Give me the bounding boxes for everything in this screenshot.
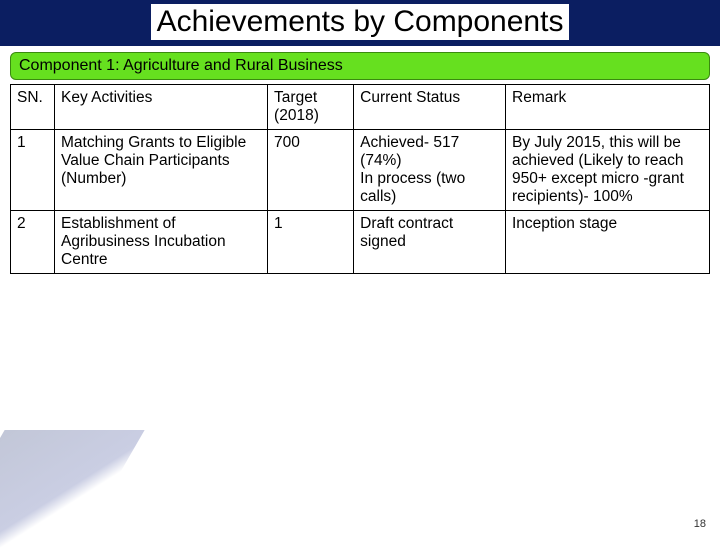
- table-row: 1 Matching Grants to Eligible Value Chai…: [11, 130, 710, 211]
- cell-target: 1: [268, 211, 354, 274]
- header-target: Target (2018): [268, 85, 354, 130]
- header-remark: Remark: [506, 85, 710, 130]
- header-status: Current Status: [354, 85, 506, 130]
- header-key: Key Activities: [55, 85, 268, 130]
- component-banner: Component 1: Agriculture and Rural Busin…: [10, 52, 710, 80]
- cell-sn: 1: [11, 130, 55, 211]
- table-header-row: SN. Key Activities Target (2018) Current…: [11, 85, 710, 130]
- cell-status: Draft contract signed: [354, 211, 506, 274]
- cell-sn: 2: [11, 211, 55, 274]
- title-bar: Achievements by Components: [0, 0, 720, 46]
- cell-target: 700: [268, 130, 354, 211]
- cell-key: Establishment of Agribusiness Incubation…: [55, 211, 268, 274]
- achievements-table: SN. Key Activities Target (2018) Current…: [10, 84, 710, 274]
- decorative-wedge: [0, 430, 145, 550]
- table-row: 2 Establishment of Agribusiness Incubati…: [11, 211, 710, 274]
- cell-status: Achieved- 517 (74%)In process (two calls…: [354, 130, 506, 211]
- header-sn: SN.: [11, 85, 55, 130]
- cell-key: Matching Grants to Eligible Value Chain …: [55, 130, 268, 211]
- cell-remark: Inception stage: [506, 211, 710, 274]
- cell-remark: By July 2015, this will be achieved (Lik…: [506, 130, 710, 211]
- page-title: Achievements by Components: [151, 4, 570, 40]
- page-number: 18: [694, 518, 706, 530]
